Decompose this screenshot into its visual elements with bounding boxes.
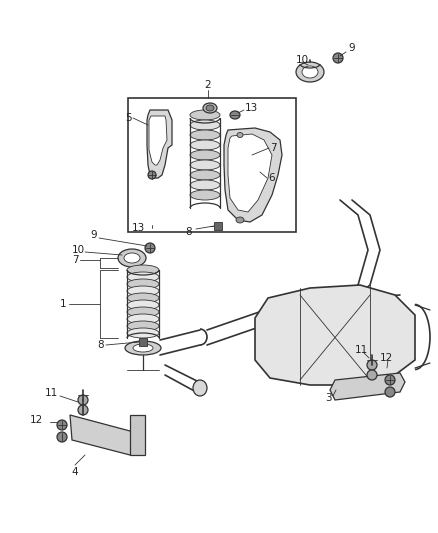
Polygon shape (130, 415, 145, 455)
Ellipse shape (230, 111, 240, 119)
Text: 11: 11 (45, 388, 58, 398)
Text: 8: 8 (185, 227, 192, 237)
Text: 11: 11 (355, 345, 368, 355)
Ellipse shape (190, 150, 220, 160)
Ellipse shape (127, 328, 159, 338)
Ellipse shape (127, 293, 159, 303)
Ellipse shape (133, 344, 153, 352)
Ellipse shape (127, 279, 159, 289)
Bar (214, 222, 222, 230)
Ellipse shape (333, 53, 343, 63)
Ellipse shape (236, 217, 244, 223)
Ellipse shape (190, 140, 220, 150)
Text: 12: 12 (380, 353, 393, 363)
Text: 13: 13 (245, 103, 258, 113)
Polygon shape (147, 110, 172, 178)
Ellipse shape (127, 286, 159, 296)
Ellipse shape (190, 130, 220, 140)
Ellipse shape (203, 103, 217, 113)
Ellipse shape (127, 265, 159, 275)
Text: 9: 9 (90, 230, 97, 240)
Ellipse shape (78, 395, 88, 405)
Ellipse shape (385, 387, 395, 397)
Ellipse shape (206, 105, 214, 111)
Ellipse shape (190, 160, 220, 170)
Polygon shape (70, 415, 145, 455)
Bar (139, 338, 147, 346)
Ellipse shape (190, 190, 220, 200)
Ellipse shape (190, 110, 220, 120)
Ellipse shape (367, 360, 377, 370)
Ellipse shape (78, 405, 88, 415)
Polygon shape (228, 134, 272, 212)
Text: 10: 10 (72, 245, 85, 255)
Ellipse shape (124, 253, 140, 263)
Polygon shape (224, 128, 282, 222)
Text: 1: 1 (60, 299, 67, 309)
Ellipse shape (190, 170, 220, 180)
Text: 2: 2 (205, 80, 211, 90)
Ellipse shape (237, 133, 243, 138)
Text: 3: 3 (325, 393, 332, 403)
Text: 8: 8 (97, 340, 104, 350)
Bar (128, 98, 296, 232)
Ellipse shape (190, 120, 220, 130)
Text: 5: 5 (125, 113, 132, 123)
Ellipse shape (118, 249, 146, 267)
Ellipse shape (296, 62, 324, 82)
Text: 9: 9 (348, 43, 355, 53)
Ellipse shape (367, 370, 377, 380)
Polygon shape (255, 285, 415, 385)
Polygon shape (149, 116, 167, 165)
Ellipse shape (193, 380, 207, 396)
Ellipse shape (148, 171, 156, 179)
Text: 12: 12 (30, 415, 43, 425)
Ellipse shape (127, 321, 159, 331)
Ellipse shape (127, 314, 159, 324)
Ellipse shape (57, 432, 67, 442)
Ellipse shape (385, 375, 395, 385)
Ellipse shape (127, 307, 159, 317)
Ellipse shape (127, 300, 159, 310)
Ellipse shape (127, 272, 159, 282)
Ellipse shape (190, 180, 220, 190)
Text: 13: 13 (132, 223, 145, 233)
Text: 6: 6 (268, 173, 275, 183)
Ellipse shape (57, 420, 67, 430)
Ellipse shape (302, 66, 318, 78)
Ellipse shape (125, 341, 161, 355)
Text: 10: 10 (296, 55, 309, 65)
Text: 7: 7 (270, 143, 277, 153)
Text: 4: 4 (72, 467, 78, 477)
Polygon shape (330, 373, 405, 400)
Ellipse shape (145, 243, 155, 253)
Text: 7: 7 (72, 255, 79, 265)
